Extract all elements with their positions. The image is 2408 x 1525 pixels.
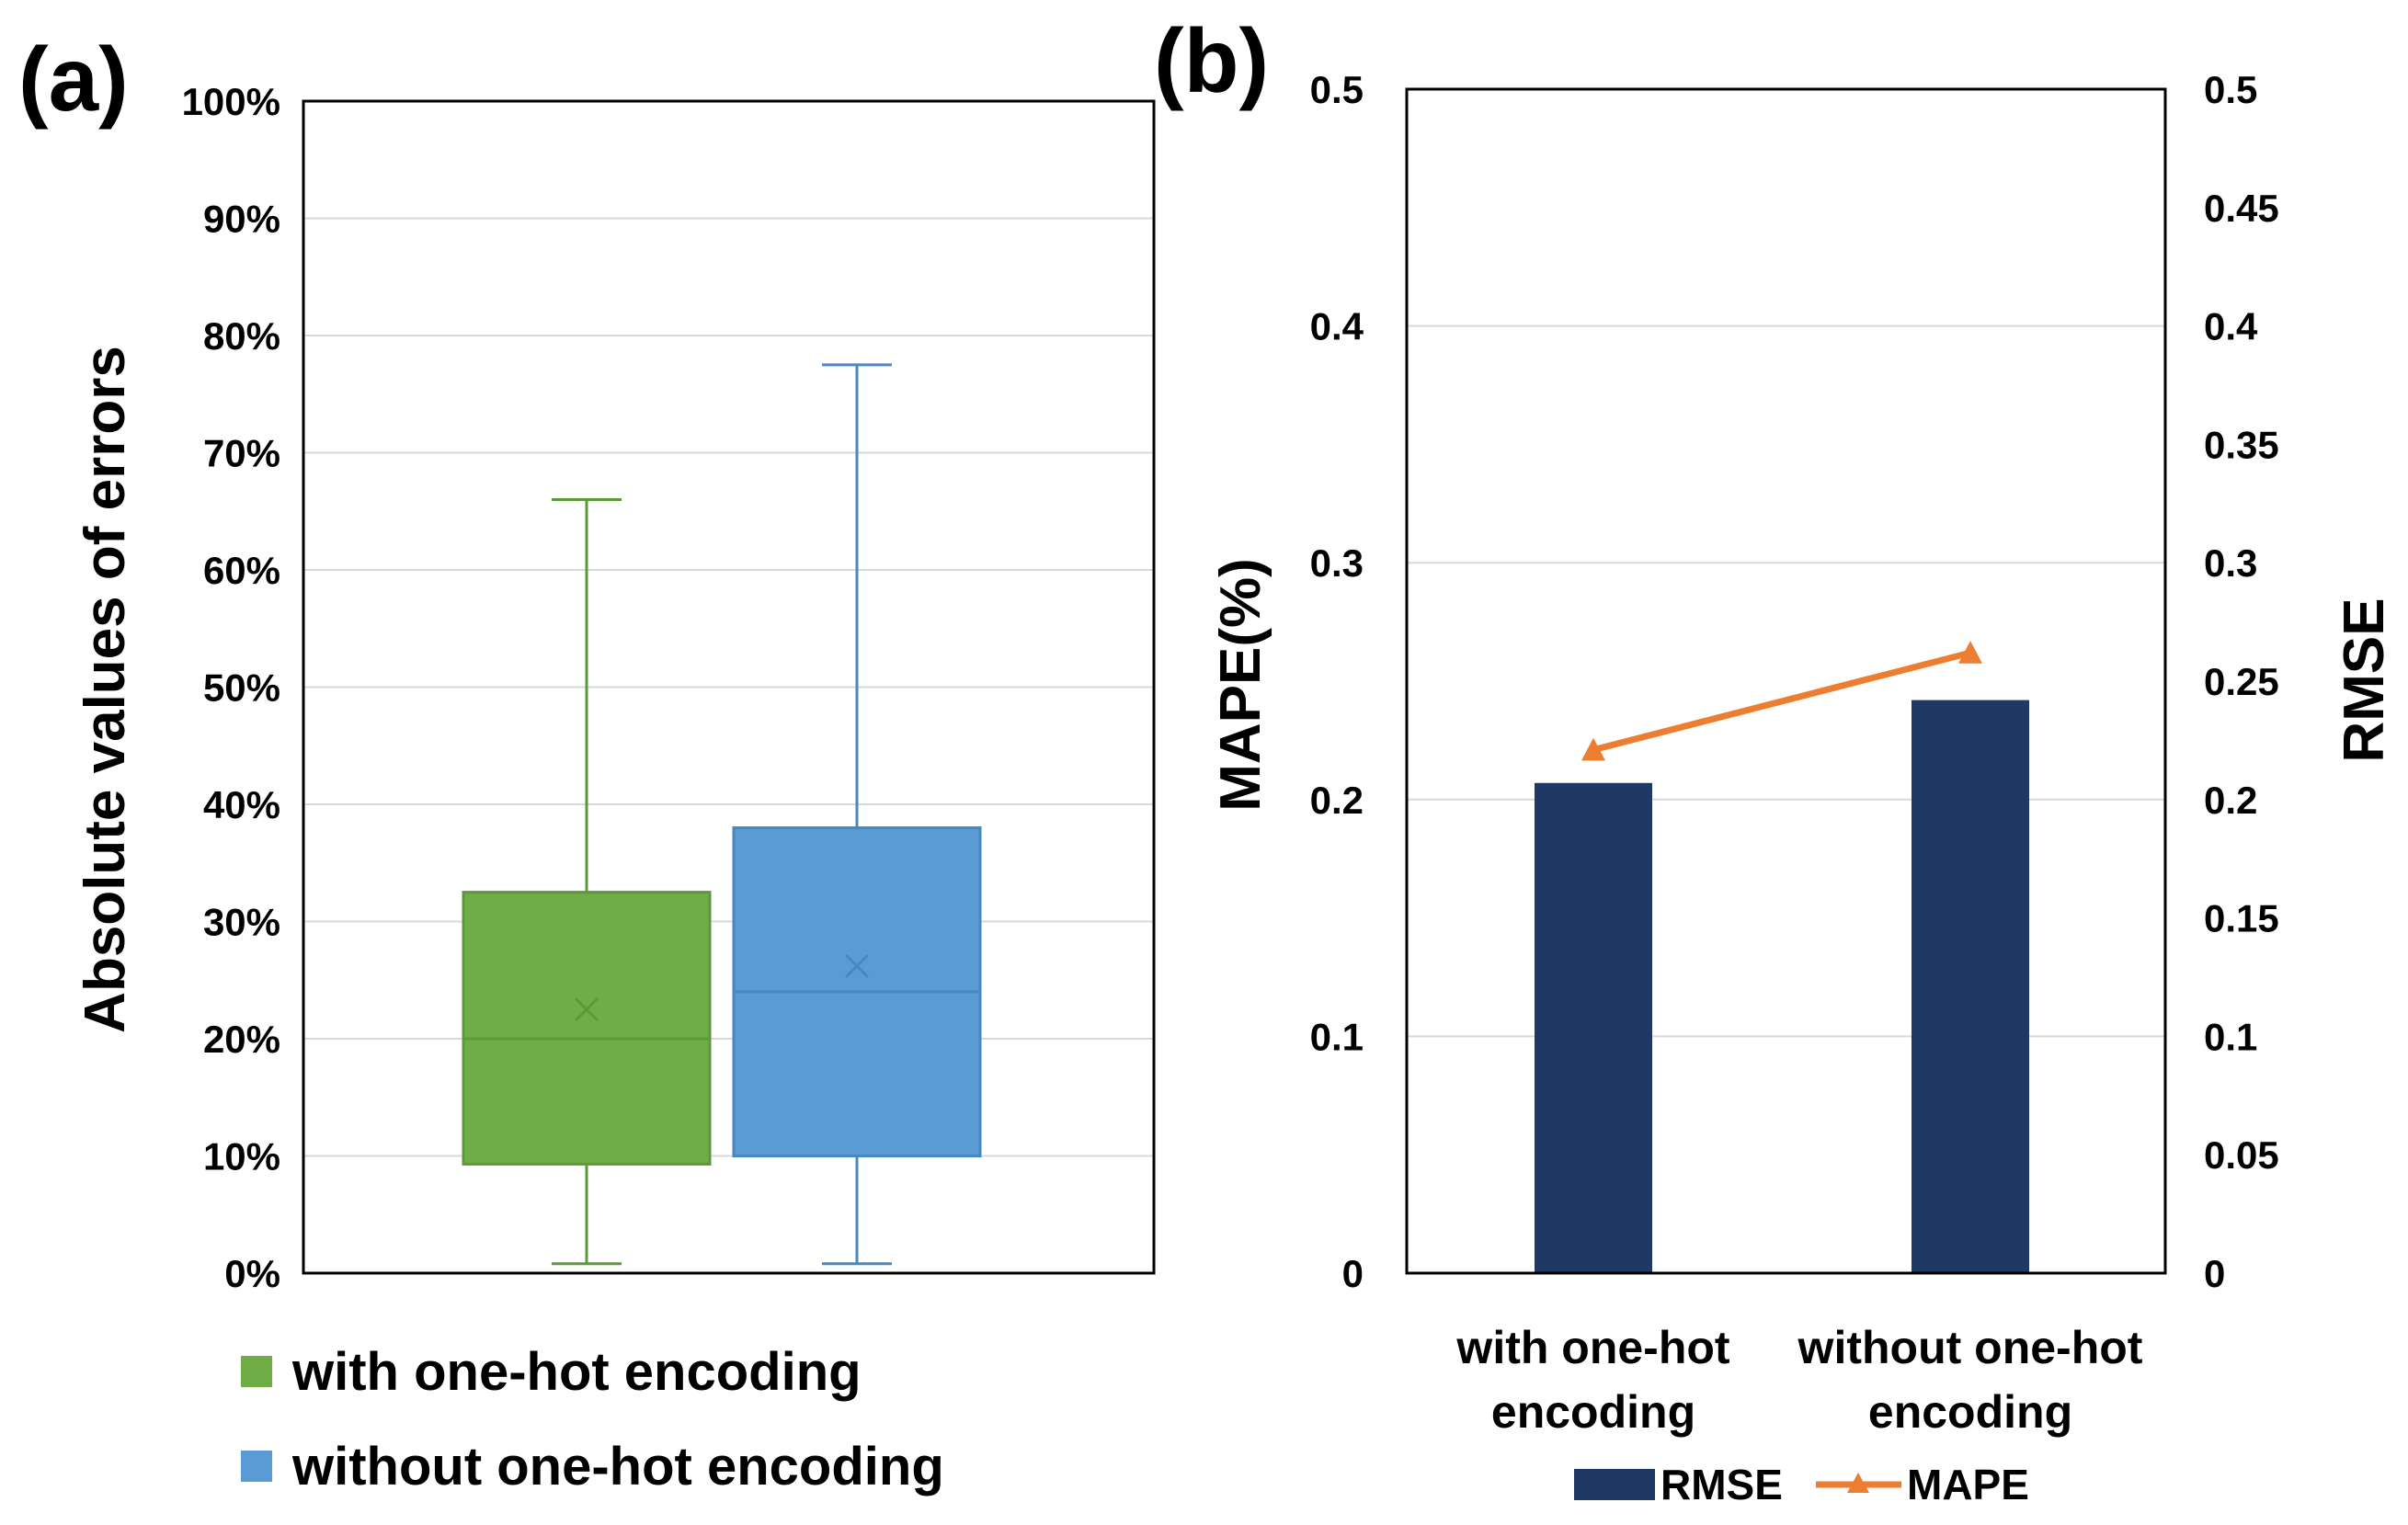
panel-b-category-labels: with one-hot encoding without one-hot encod… [1455, 1322, 2142, 1438]
panel-a-y-axis-title: Absolute values of errors [74, 346, 137, 1033]
panel-b-right-tick-labels: 0 0.05 0.1 0.15 0.2 0.25 0.3 0.35 0.4 0.45 0.5 [2204, 68, 2279, 1295]
panel-a-y-tick-label: 30% [203, 901, 280, 944]
panel-b-left-tick-label: 0.4 [1310, 305, 1364, 348]
panel-a-y-tick-label: 90% [203, 198, 280, 241]
panel-b-right-tick-label: 0.1 [2204, 1015, 2257, 1058]
legend-marker-mape [1847, 1473, 1869, 1493]
panel-a-plot-frame [302, 99, 1156, 1275]
panel-b-left-tick-label: 0.1 [1310, 1015, 1364, 1058]
panel-b-right-tick-label: 0.3 [2204, 541, 2257, 585]
panel-b-right-axis-title: RMSE [2333, 597, 2396, 762]
rmse-bar [1912, 700, 2029, 1273]
box-mean-marker [574, 997, 599, 1022]
panel-a-y-tick-label: 0% [224, 1252, 280, 1295]
panel-a-legend: with one-hot encoding without one-hot en… [241, 1342, 944, 1497]
panel-b-right-tick-label: 0.2 [2204, 779, 2257, 822]
panel-a-box-plot: (a) 0% 10% 20% 30% 40% 50% 60% 70% 80% 90% 100% Ab… [18, 28, 1156, 1497]
panel-b-right-tick-label: 0 [2204, 1252, 2225, 1295]
panel-b-rmse-bars [1535, 700, 2029, 1273]
panel-a-y-tick-label: 100% [182, 80, 280, 123]
panel-b-plot-frame [1405, 87, 2167, 1275]
legend-swatch-with-one-hot [241, 1356, 272, 1387]
category-label: encoding [1868, 1386, 2072, 1438]
legend-label-rmse: RMSE [1660, 1461, 1783, 1508]
panel-b-legend: RMSE MAPE [1574, 1461, 2029, 1508]
panel-b-right-tick-label: 0.5 [2204, 68, 2257, 111]
category-label: with one-hot [1455, 1322, 1729, 1373]
panel-a-y-tick-label: 60% [203, 549, 280, 592]
legend-label-without-one-hot: without one-hot encoding [291, 1437, 944, 1497]
panel-b-mape-line [1581, 641, 1982, 761]
panel-b-right-tick-label: 0.35 [2204, 423, 2279, 466]
mape-line [1592, 649, 1971, 754]
category-label: encoding [1491, 1386, 1695, 1438]
panel-b-gridlines [1407, 324, 2165, 1038]
panel-a-y-tick-label: 70% [203, 432, 280, 475]
panel-b-left-tick-label: 0 [1342, 1252, 1364, 1295]
panel-a-y-tick-label: 40% [203, 783, 280, 826]
panel-b-right-tick-label: 0.05 [2204, 1133, 2279, 1177]
legend-label-with-one-hot: with one-hot encoding [291, 1342, 862, 1402]
panel-a-gridlines [303, 217, 1154, 1157]
legend-swatch-without-one-hot [241, 1451, 272, 1482]
panel-b-label: (b) [1154, 10, 1269, 111]
box-without-one-hot [732, 363, 982, 1266]
mape-marker [1958, 641, 1982, 664]
box-with-one-hot [462, 498, 712, 1266]
panel-b-left-tick-label: 0.2 [1310, 779, 1364, 822]
rmse-bar [1535, 782, 1652, 1273]
panel-b-left-axis-title: MAPE(%) [1209, 558, 1272, 812]
legend-label-mape: MAPE [1907, 1461, 2029, 1508]
panel-a-y-tick-label: 10% [203, 1135, 280, 1178]
panel-b-bar-line-chart: (b) 0 0.1 0.2 0.3 0.4 0.5 0 0.05 0.1 0.15 0.2 0.25… [1154, 10, 2396, 1508]
panel-b-left-tick-labels: 0 0.1 0.2 0.3 0.4 0.5 [1310, 68, 1364, 1295]
panel-b-right-tick-label: 0.25 [2204, 660, 2279, 703]
panel-a-y-tick-label: 80% [203, 314, 280, 358]
box-mean-marker [844, 953, 870, 979]
box-iqr [462, 891, 712, 1166]
panel-a-label: (a) [18, 28, 129, 130]
category-label: without one-hot [1797, 1322, 2143, 1373]
panel-b-left-tick-label: 0.5 [1310, 68, 1364, 111]
mape-marker [1581, 737, 1605, 761]
panel-b-right-tick-label: 0.4 [2204, 305, 2258, 348]
panel-a-y-tick-label: 20% [203, 1018, 280, 1061]
panel-a-y-tick-labels: 0% 10% 20% 30% 40% 50% 60% 70% 80% 90% 100% [182, 80, 280, 1295]
panel-a-boxes [462, 363, 982, 1266]
panel-b-right-tick-label: 0.15 [2204, 897, 2279, 940]
legend-swatch-rmse [1574, 1469, 1655, 1500]
panel-a-y-tick-label: 50% [203, 666, 280, 710]
panel-b-left-tick-label: 0.3 [1310, 541, 1364, 585]
panel-b-right-tick-label: 0.45 [2204, 187, 2279, 230]
